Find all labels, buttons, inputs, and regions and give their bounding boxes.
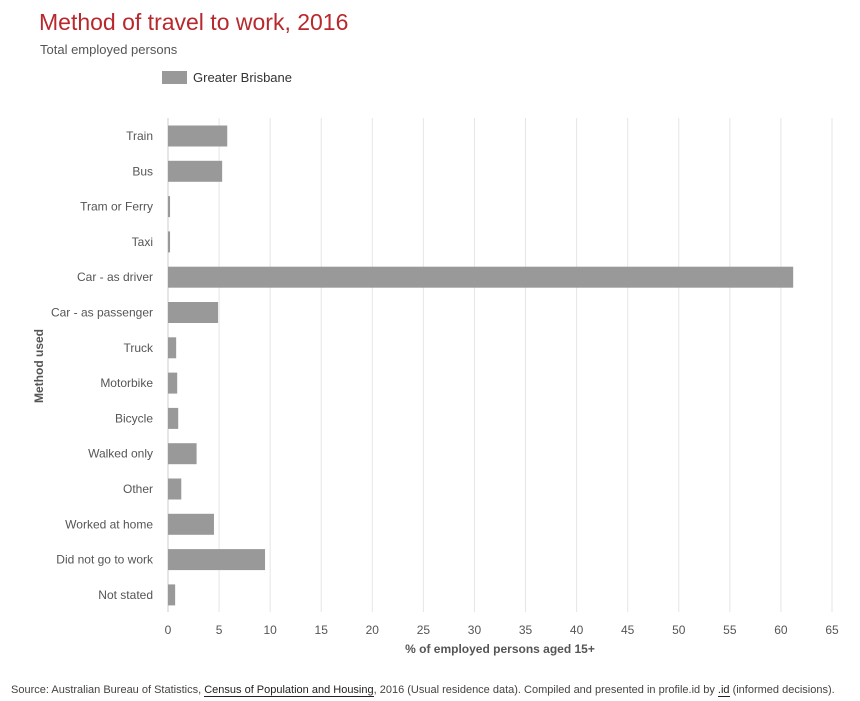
x-tick-label: 60 (774, 623, 788, 637)
x-tick-label: 15 (315, 623, 329, 637)
y-tick-labels: Train Bus Tram or Ferry Taxi Car - as driver… (51, 129, 154, 602)
y-tick-label: Car - as driver (77, 270, 153, 284)
x-tick-label: 20 (366, 623, 380, 637)
x-tick-label: 25 (417, 623, 431, 637)
bar[interactable] (168, 125, 228, 147)
x-axis-label: % of employed persons aged 15+ (405, 642, 595, 656)
chart-subtitle: Total employed persons (40, 42, 178, 57)
legend-swatch (162, 71, 187, 84)
source-prefix: Source: Australian Bureau of Statistics, (11, 684, 205, 696)
gridlines (167, 118, 833, 612)
y-tick-label: Train (126, 129, 153, 143)
bar[interactable] (168, 302, 219, 323)
y-tick-label: Did not go to work (56, 553, 154, 567)
x-tick-label: 5 (216, 623, 223, 637)
x-tick-label: 30 (468, 623, 482, 637)
bar[interactable] (168, 584, 176, 606)
bar[interactable] (168, 443, 197, 465)
y-tick-label: Car - as passenger (51, 306, 153, 320)
bar[interactable] (168, 372, 178, 394)
y-tick-label: Worked at home (65, 517, 153, 531)
y-axis-label: Method used (32, 329, 46, 403)
y-tick-label: Tram or Ferry (80, 200, 153, 214)
y-tick-label: Walked only (88, 447, 153, 461)
y-tick-label: Motorbike (100, 376, 153, 390)
y-tick-label: Other (123, 482, 153, 496)
id-link[interactable]: .id (717, 684, 730, 697)
bar[interactable] (168, 478, 182, 500)
x-tick-labels: 0 5 10 15 20 25 30 35 40 45 50 55 60 65 (165, 623, 839, 637)
bar[interactable] (168, 513, 214, 535)
source-note: Source: Australian Bureau of Statistics,… (11, 684, 835, 697)
x-tick-label: 45 (621, 623, 635, 637)
y-tick-label: Taxi (132, 235, 153, 249)
source-suffix: (informed decisions). (729, 684, 835, 696)
y-tick-label: Bicycle (115, 411, 153, 425)
y-tick-label: Not stated (98, 588, 153, 602)
x-tick-label: 0 (165, 623, 172, 637)
y-tick-label: Bus (132, 164, 153, 178)
bar[interactable] (168, 266, 794, 288)
census-link[interactable]: Census of Population and Housing (204, 684, 374, 697)
bar[interactable] (168, 337, 177, 359)
bar[interactable] (168, 160, 223, 182)
legend[interactable]: Greater Brisbane (162, 70, 292, 85)
x-tick-label: 50 (672, 623, 686, 637)
chart-title: Method of travel to work, 2016 (39, 9, 349, 35)
legend-label: Greater Brisbane (193, 70, 292, 85)
bar[interactable] (168, 407, 179, 429)
source-middle: , 2016 (Usual residence data). Compiled … (373, 684, 718, 696)
bar[interactable] (168, 549, 266, 571)
x-tick-label: 35 (519, 623, 533, 637)
x-tick-label: 10 (263, 623, 277, 637)
bar[interactable] (168, 196, 171, 218)
x-tick-label: 40 (570, 623, 584, 637)
x-tick-label: 55 (723, 623, 737, 637)
bar[interactable] (168, 231, 171, 253)
x-tick-label: 65 (825, 623, 839, 637)
bars (168, 125, 794, 606)
y-tick-label: Truck (123, 341, 154, 355)
